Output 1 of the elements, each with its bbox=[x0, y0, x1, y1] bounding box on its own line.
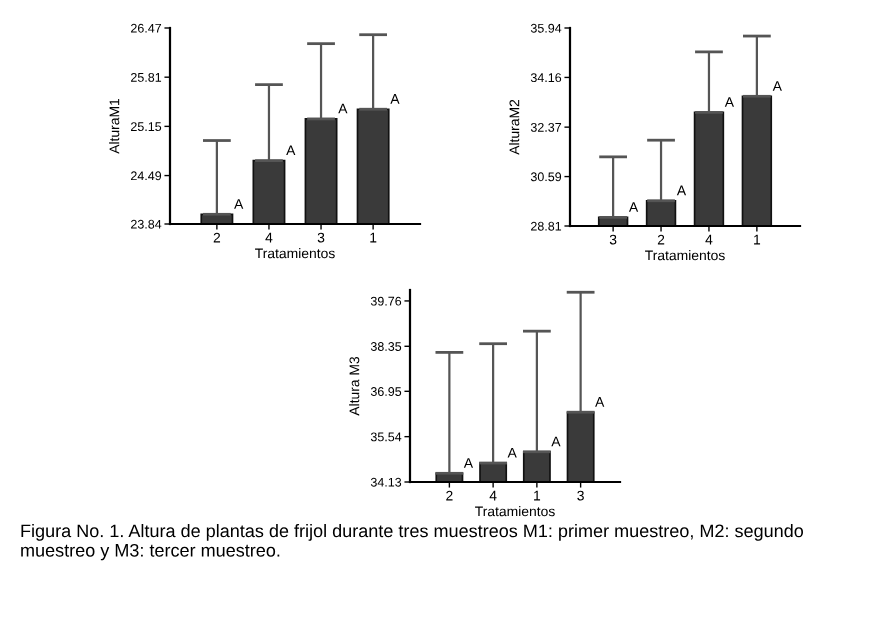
text: Figura No. 1. Altura de plantas de frijol durante tres muestreos M1: primer muestreo, M2: segundo muestreo y M3: tercer muestreo. bbox=[21, 524, 804, 561]
